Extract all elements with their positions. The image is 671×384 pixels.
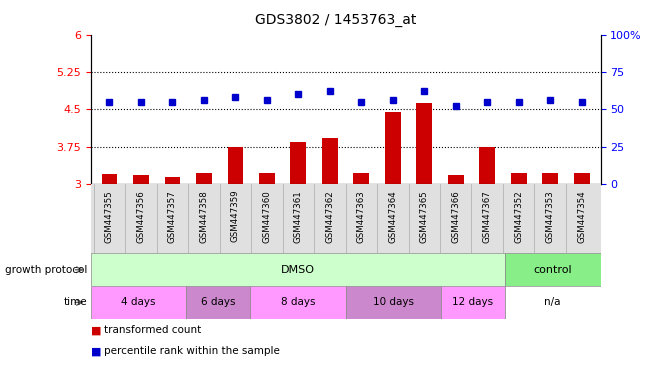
Text: n/a: n/a — [544, 297, 561, 308]
Text: percentile rank within the sample: percentile rank within the sample — [104, 346, 280, 356]
Bar — [133, 175, 149, 184]
Bar — [385, 113, 401, 184]
Text: GSM447365: GSM447365 — [420, 190, 429, 243]
Text: GSM447367: GSM447367 — [482, 190, 492, 243]
Bar — [448, 175, 464, 184]
Text: GSM447352: GSM447352 — [514, 190, 523, 243]
Bar — [164, 177, 180, 184]
Bar — [91, 184, 601, 253]
Bar — [505, 253, 601, 286]
Bar — [250, 286, 346, 319]
Bar — [186, 286, 250, 319]
Text: GDS3802 / 1453763_at: GDS3802 / 1453763_at — [255, 13, 416, 27]
Bar — [479, 147, 495, 184]
Text: DMSO: DMSO — [280, 265, 315, 275]
Bar — [505, 286, 601, 319]
Text: 12 days: 12 days — [452, 297, 494, 308]
Bar — [291, 142, 306, 184]
Bar — [417, 103, 432, 184]
Text: GSM447353: GSM447353 — [546, 190, 555, 243]
Text: GSM447356: GSM447356 — [136, 190, 146, 243]
Bar — [442, 286, 505, 319]
Text: growth protocol: growth protocol — [5, 265, 87, 275]
Bar — [91, 286, 186, 319]
Text: control: control — [533, 265, 572, 275]
Text: ■: ■ — [91, 346, 101, 356]
Text: 6 days: 6 days — [201, 297, 236, 308]
Text: GSM447359: GSM447359 — [231, 190, 240, 242]
Bar — [101, 174, 117, 184]
Bar — [574, 173, 590, 184]
Text: GSM447360: GSM447360 — [262, 190, 271, 243]
Bar — [511, 173, 527, 184]
Bar — [196, 173, 212, 184]
Bar — [346, 286, 441, 319]
Text: GSM447355: GSM447355 — [105, 190, 114, 243]
Bar — [227, 147, 244, 184]
Text: GSM447354: GSM447354 — [577, 190, 586, 243]
Bar — [91, 253, 505, 286]
Text: GSM447364: GSM447364 — [389, 190, 397, 243]
Text: ■: ■ — [91, 325, 101, 335]
Bar — [354, 173, 369, 184]
Text: 10 days: 10 days — [373, 297, 414, 308]
Text: GSM447358: GSM447358 — [199, 190, 209, 243]
Text: GSM447366: GSM447366 — [451, 190, 460, 243]
Text: GSM447362: GSM447362 — [325, 190, 334, 243]
Text: GSM447363: GSM447363 — [357, 190, 366, 243]
Text: GSM447357: GSM447357 — [168, 190, 177, 243]
Text: 4 days: 4 days — [121, 297, 156, 308]
Text: time: time — [64, 297, 87, 308]
Bar — [322, 138, 338, 184]
Text: transformed count: transformed count — [104, 325, 201, 335]
Text: GSM447361: GSM447361 — [294, 190, 303, 243]
Bar — [259, 173, 274, 184]
Text: 8 days: 8 days — [280, 297, 315, 308]
Bar — [542, 173, 558, 184]
